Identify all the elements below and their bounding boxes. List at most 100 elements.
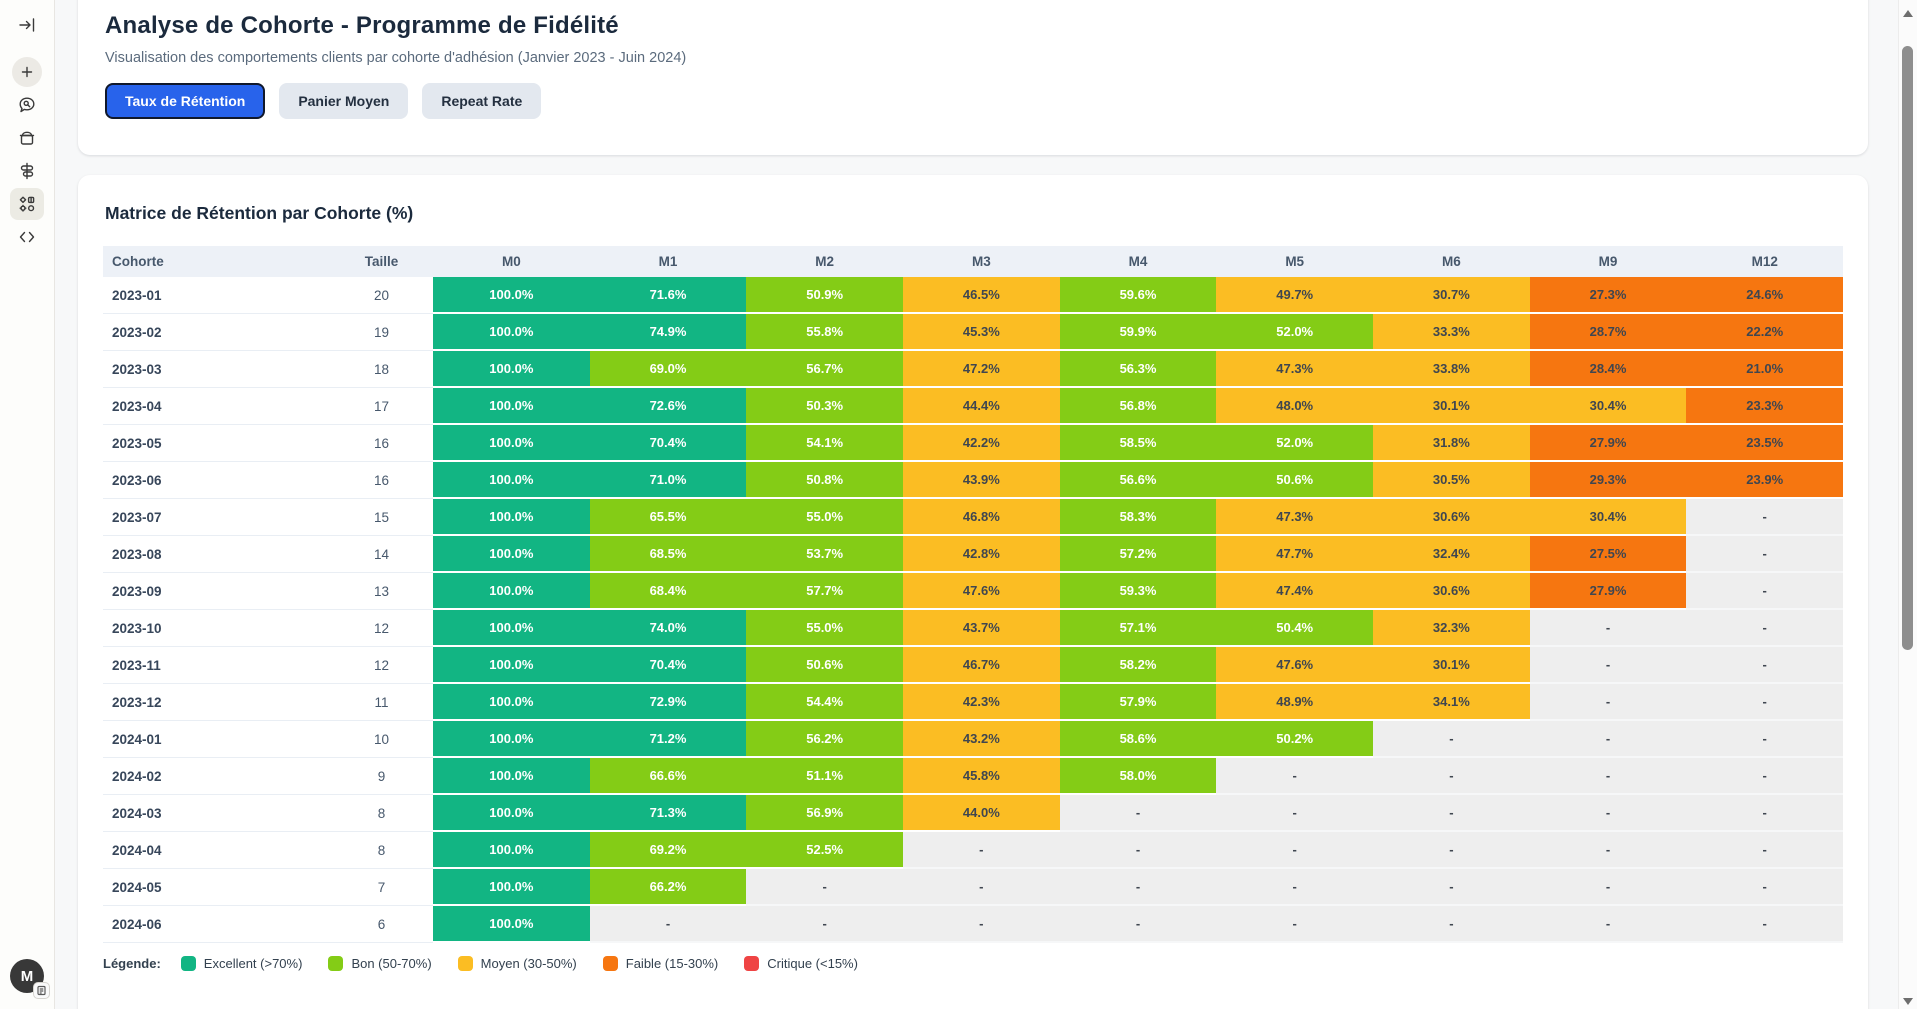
retention-cell: 70.4% bbox=[589, 425, 747, 462]
retention-cell: 30.4% bbox=[1529, 499, 1687, 536]
legend-label: Excellent (>70%) bbox=[203, 956, 303, 971]
retention-cell: 50.4% bbox=[1216, 610, 1374, 647]
empty-cell: - bbox=[1686, 832, 1844, 869]
retention-cell: 23.9% bbox=[1686, 462, 1844, 499]
cohort-cell: 2023-07 bbox=[103, 499, 330, 536]
retention-cell: 71.2% bbox=[589, 721, 747, 758]
plus-icon[interactable] bbox=[10, 56, 44, 88]
chat-search-icon[interactable] bbox=[10, 89, 44, 121]
empty-cell: - bbox=[1059, 795, 1217, 832]
scroll-up-button[interactable] bbox=[1903, 10, 1913, 17]
scrollbar-thumb[interactable] bbox=[1902, 46, 1913, 650]
table-header-row: Cohorte Taille M0 M1 M2 M3 M4 M5 M6 M9 M12 bbox=[103, 246, 1843, 277]
empty-cell: - bbox=[1216, 869, 1374, 906]
retention-cell: 58.2% bbox=[1059, 647, 1217, 684]
retention-cell: 57.7% bbox=[746, 573, 904, 610]
scroll-down-button[interactable] bbox=[1903, 998, 1913, 1005]
page-scrollbar[interactable] bbox=[1898, 0, 1917, 1009]
table-row: 2023-08 14 100.0% 68.5% 53.7% 42.8% 57.2% 47.7%… bbox=[103, 536, 1844, 573]
empty-cell: - bbox=[589, 906, 747, 943]
empty-cell: - bbox=[1686, 684, 1844, 721]
retention-matrix-card: Matrice de Rétention par Cohorte (%) Coh… bbox=[78, 175, 1868, 1009]
retention-cell: 68.4% bbox=[589, 573, 747, 610]
column-header-m6: M6 bbox=[1441, 254, 1461, 269]
categories-icon[interactable] bbox=[10, 188, 44, 220]
cohort-cell: 2023-09 bbox=[103, 573, 330, 610]
retention-cell: 47.6% bbox=[1216, 647, 1374, 684]
retention-cell: 100.0% bbox=[433, 314, 590, 351]
legend-swatch bbox=[602, 956, 618, 971]
empty-cell: - bbox=[1216, 758, 1374, 795]
cohort-cell: 2024-01 bbox=[103, 721, 330, 758]
retention-cell: 59.3% bbox=[1059, 573, 1217, 610]
retention-cell: 46.5% bbox=[903, 277, 1060, 314]
retention-cell: 100.0% bbox=[433, 573, 590, 610]
retention-cell: 33.3% bbox=[1373, 314, 1530, 351]
size-cell: 7 bbox=[330, 869, 433, 906]
empty-cell: - bbox=[746, 869, 904, 906]
retention-cell: 52.5% bbox=[746, 832, 904, 869]
cohort-cell: 2023-05 bbox=[103, 425, 330, 462]
user-avatar[interactable]: M bbox=[10, 959, 50, 999]
empty-cell: - bbox=[1373, 721, 1530, 758]
empty-cell: - bbox=[1686, 536, 1844, 573]
retention-cell: 44.0% bbox=[903, 795, 1060, 832]
avatar-initial: M bbox=[10, 959, 44, 993]
size-cell: 6 bbox=[330, 906, 433, 943]
empty-cell: - bbox=[1059, 832, 1217, 869]
size-cell: 20 bbox=[330, 277, 433, 314]
retention-cell: 30.5% bbox=[1373, 462, 1530, 499]
retention-cell: 59.6% bbox=[1059, 277, 1217, 314]
legend: Légende: Excellent (>70%) Bon (50-70%) Moy… bbox=[103, 956, 1843, 971]
column-header-m9: M9 bbox=[1598, 254, 1618, 269]
size-cell: 18 bbox=[330, 351, 433, 388]
retention-cell: 58.5% bbox=[1059, 425, 1217, 462]
retention-cell: 43.9% bbox=[903, 462, 1060, 499]
retention-cell: 71.6% bbox=[589, 277, 747, 314]
cohort-cell: 2024-05 bbox=[103, 869, 330, 906]
table-row: 2023-11 12 100.0% 70.4% 50.6% 46.7% 58.2% 47.6%… bbox=[103, 647, 1844, 684]
retention-cell: 32.3% bbox=[1373, 610, 1530, 647]
table-row: 2023-04 17 100.0% 72.6% 50.3% 44.4% 56.8% 48.0%… bbox=[103, 388, 1844, 425]
filters-icon[interactable] bbox=[10, 155, 44, 187]
box-icon[interactable] bbox=[10, 122, 44, 154]
retention-cell: 48.9% bbox=[1216, 684, 1374, 721]
retention-cell: 68.5% bbox=[589, 536, 747, 573]
table-row: 2024-02 9 100.0% 66.6% 51.1% 45.8% 58.0% - - - - bbox=[103, 758, 1844, 795]
retention-cell: 54.1% bbox=[746, 425, 904, 462]
size-cell: 12 bbox=[330, 610, 433, 647]
size-cell: 12 bbox=[330, 647, 433, 684]
size-cell: 17 bbox=[330, 388, 433, 425]
retention-cell: 44.4% bbox=[903, 388, 1060, 425]
retention-cell: 66.6% bbox=[589, 758, 747, 795]
cohort-cell: 2023-03 bbox=[103, 351, 330, 388]
column-header-taille: Taille bbox=[364, 254, 399, 269]
retention-cell: 71.3% bbox=[589, 795, 747, 832]
column-header-m3: M3 bbox=[971, 254, 991, 269]
retention-cell: 23.5% bbox=[1686, 425, 1844, 462]
retention-cell: 57.9% bbox=[1059, 684, 1217, 721]
empty-cell: - bbox=[1686, 499, 1844, 536]
expand-panel-icon[interactable] bbox=[10, 9, 44, 41]
retention-cell: 51.1% bbox=[746, 758, 904, 795]
size-cell: 8 bbox=[330, 795, 433, 832]
legend-item: Faible (15-30%) bbox=[602, 956, 718, 971]
retention-cell: 55.0% bbox=[746, 499, 904, 536]
retention-cell: 48.0% bbox=[1216, 388, 1374, 425]
retention-cell: 100.0% bbox=[433, 536, 590, 573]
code-icon[interactable] bbox=[10, 221, 44, 253]
retention-cell: 27.3% bbox=[1529, 277, 1687, 314]
retention-cell: 100.0% bbox=[433, 388, 590, 425]
empty-cell: - bbox=[1686, 721, 1844, 758]
column-header-m12: M12 bbox=[1751, 254, 1778, 269]
retention-cell: 27.9% bbox=[1529, 573, 1687, 610]
tab-panier-moyen[interactable]: Panier Moyen bbox=[279, 83, 409, 119]
empty-cell: - bbox=[1686, 906, 1844, 943]
tab-taux-de-retention[interactable]: Taux de Rétention bbox=[105, 83, 266, 119]
cohort-cell: 2023-02 bbox=[103, 314, 330, 351]
empty-cell: - bbox=[1529, 832, 1687, 869]
retention-cell: 30.1% bbox=[1373, 388, 1530, 425]
empty-cell: - bbox=[1059, 906, 1217, 943]
size-cell: 16 bbox=[330, 462, 433, 499]
tab-repeat-rate[interactable]: Repeat Rate bbox=[422, 83, 542, 119]
